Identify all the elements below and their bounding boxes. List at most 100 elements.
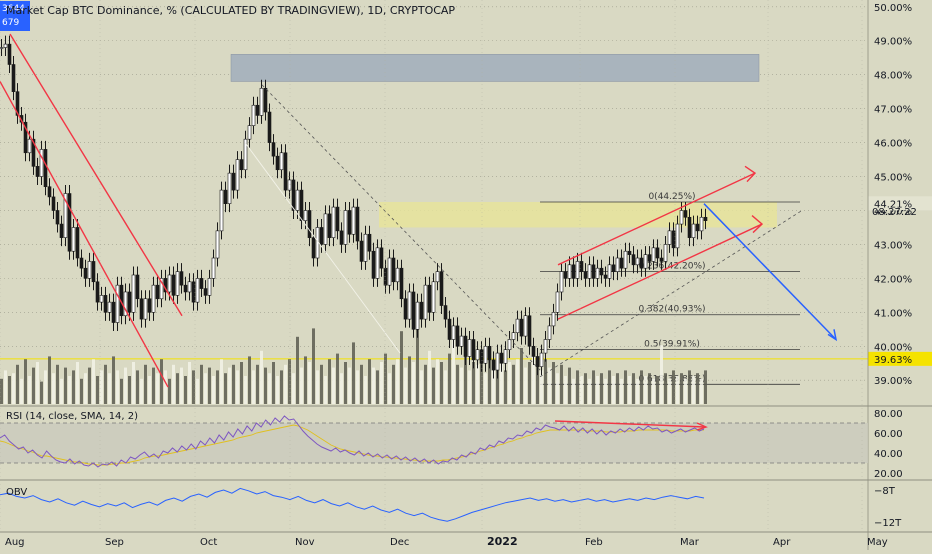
candle-body [235, 159, 240, 191]
volume-bar [304, 356, 307, 404]
volume-bar [496, 367, 499, 404]
candle-body [127, 291, 132, 313]
volume-bar [608, 370, 611, 404]
candle-body [271, 142, 276, 157]
volume-bar [108, 373, 111, 404]
candle-body [199, 278, 204, 289]
candle-body [307, 210, 312, 238]
rsi-divergence-arrowhead [696, 422, 708, 431]
downtrend-line-left [0, 81, 169, 388]
volume-bar [368, 359, 371, 404]
candle-body [699, 216, 704, 232]
candle-body [327, 213, 332, 238]
volume-bar [96, 376, 99, 404]
volume-bar [452, 336, 455, 404]
volume-bar [624, 370, 627, 404]
volume-bar [484, 373, 487, 404]
candle-body [223, 189, 228, 204]
volume-bar [620, 378, 623, 404]
volume-bar [644, 376, 647, 404]
candle-body [123, 291, 128, 317]
volume-bar [192, 370, 195, 404]
volume-bar [296, 336, 299, 404]
volume-bar [556, 373, 559, 404]
candle-body [503, 349, 508, 364]
volume-bar [128, 376, 131, 404]
volume-bar [476, 364, 479, 404]
candle-body [539, 352, 544, 367]
volume-bar [32, 367, 35, 404]
candle-body [687, 216, 692, 238]
volume-bar [388, 373, 391, 404]
volume-bar [392, 364, 395, 404]
candle-body [587, 264, 592, 279]
candle-body [359, 240, 364, 262]
volume-bar [216, 370, 219, 404]
volume-bar [168, 378, 171, 404]
volume-bar [472, 362, 475, 404]
candle-body [243, 138, 248, 171]
fib-level-label: 0(44.25%) [648, 192, 695, 202]
volume-bar [148, 376, 151, 404]
candle-body [275, 155, 280, 171]
candle-body [555, 291, 560, 313]
volume-bar [576, 370, 579, 404]
volume-bar [48, 356, 51, 404]
candle-body [439, 271, 444, 306]
obv-tick-label: −12T [874, 518, 902, 529]
candle-body [335, 206, 340, 232]
volume-bar [616, 373, 619, 404]
volume-bar [552, 362, 555, 404]
volume-bar [632, 373, 635, 404]
volume-bar [112, 356, 115, 404]
candle-body [103, 295, 108, 313]
volume-bar [336, 353, 339, 404]
volume-bar [252, 370, 255, 404]
candle-body [139, 298, 144, 320]
candle-body [215, 230, 220, 259]
volume-bar [328, 359, 331, 404]
volume-bar [516, 359, 519, 404]
volume-bar [460, 367, 463, 404]
x-tick-label: Feb [585, 537, 603, 548]
candle-body [395, 267, 400, 283]
candle-body [663, 244, 668, 262]
volume-bar [492, 364, 495, 404]
volume-bar [512, 364, 515, 404]
volume-bar [240, 362, 243, 404]
candle-body [483, 345, 488, 364]
projection-line [703, 203, 837, 341]
channel-upper-arrowhead [744, 165, 757, 183]
candle-body [475, 349, 480, 361]
symbol-badge[interactable]: 3644 679 [0, 1, 30, 31]
volume-bar [520, 348, 523, 404]
y-tick-label: 40.00% [874, 342, 912, 353]
volume-bar [88, 367, 91, 404]
volume-bar [136, 370, 139, 404]
candle-body [259, 87, 264, 116]
candle-body [495, 352, 500, 371]
candle-body [527, 315, 532, 347]
volume-bar [404, 367, 407, 404]
candle-body [79, 257, 84, 269]
candle-body [35, 166, 40, 177]
candle-body [407, 291, 412, 320]
channel-lower-arrowhead [751, 215, 764, 234]
candle-body [647, 254, 652, 262]
volume-bar [92, 359, 95, 404]
channel-lower-line [557, 223, 763, 320]
volume-bar [700, 378, 703, 404]
candle-body [179, 271, 184, 286]
volume-bar [536, 364, 539, 404]
volume-bar [704, 370, 707, 404]
horizontal-price-label: 39.63% [874, 355, 912, 366]
volume-bar [200, 364, 203, 404]
candle-body [323, 213, 328, 245]
candle-body [83, 267, 88, 279]
candle-body [71, 227, 76, 252]
candle-body [279, 152, 284, 171]
volume-bar [24, 359, 27, 404]
candle-body [135, 274, 140, 300]
